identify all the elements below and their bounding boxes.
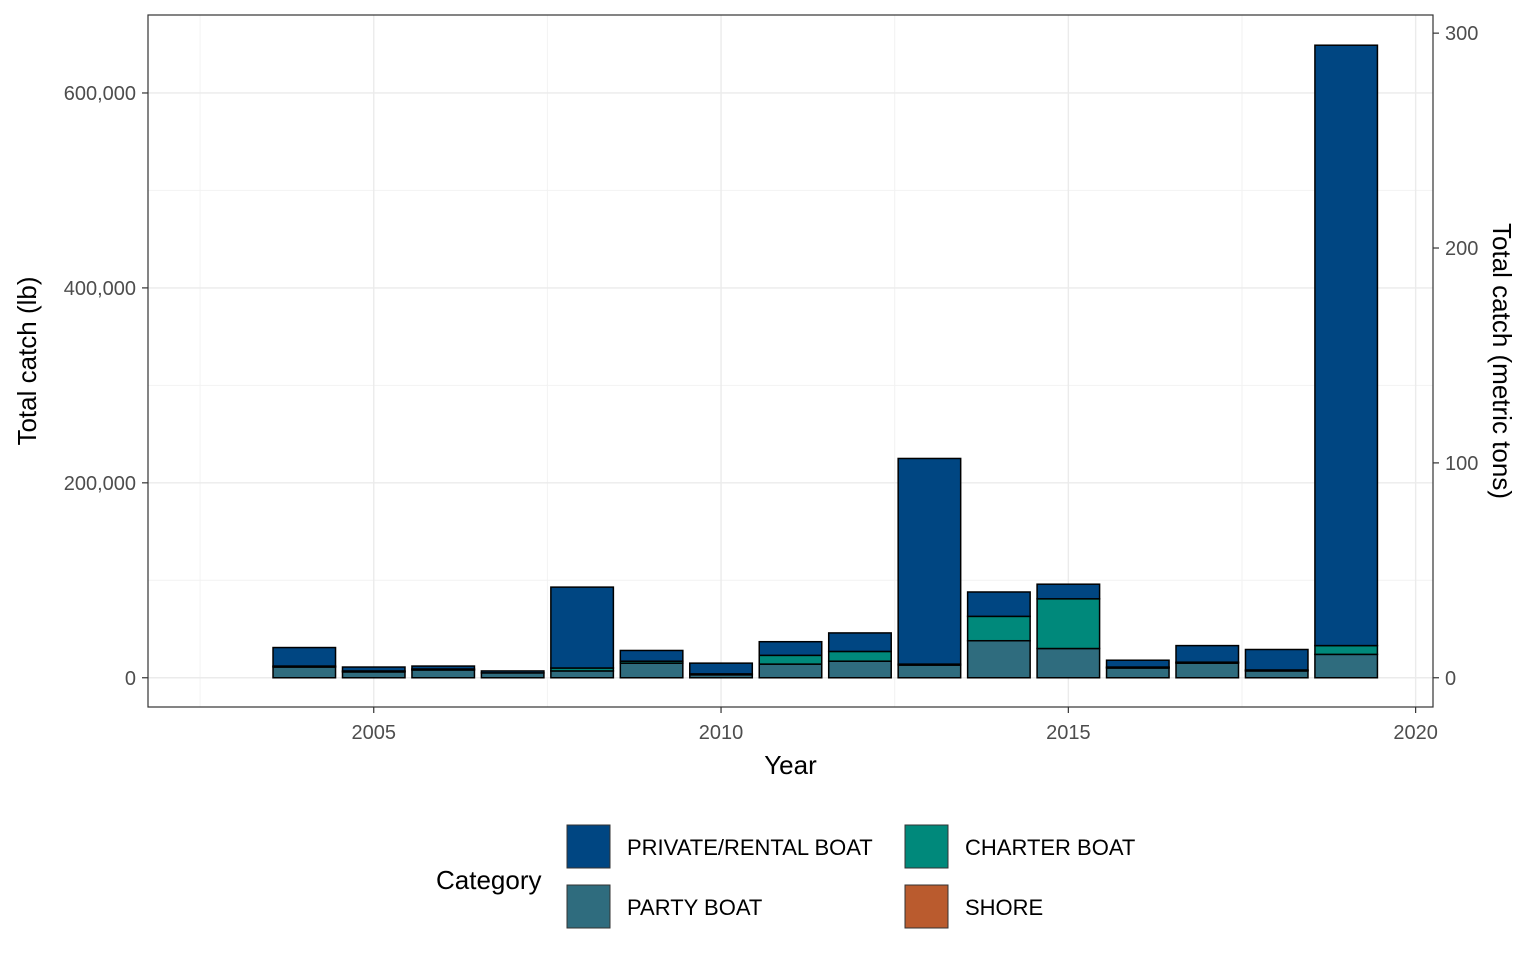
bar-segment xyxy=(272,666,337,679)
bar-segment xyxy=(272,646,337,667)
bar-segment xyxy=(1036,583,1101,600)
legend-label: CHARTER BOAT xyxy=(965,835,1135,860)
bar-segment xyxy=(827,650,892,662)
bar-segment xyxy=(758,663,823,679)
bar-segment xyxy=(341,671,406,679)
legend-swatch xyxy=(904,824,949,869)
bar-segment xyxy=(966,591,1031,618)
bar-segment xyxy=(1314,653,1379,679)
bar-segment xyxy=(550,586,615,669)
y2-axis-label: Total catch (metric tons) xyxy=(1487,223,1517,499)
legend-label: SHORE xyxy=(965,895,1043,920)
x-tick-label: 2005 xyxy=(351,722,396,744)
bar-segment xyxy=(966,639,1031,679)
y-axis-label: Total catch (lb) xyxy=(12,276,42,445)
bars xyxy=(272,44,1379,679)
bar-segment xyxy=(897,664,962,679)
bar-segment xyxy=(1175,644,1240,663)
legend-label: PARTY BOAT xyxy=(627,895,762,920)
y-tick-label: 400,000 xyxy=(64,278,136,300)
bar-segment xyxy=(411,669,476,679)
bar-segment xyxy=(897,457,962,665)
x-axis-label: Year xyxy=(764,750,817,780)
bar-segment xyxy=(966,615,1031,642)
bar-segment xyxy=(827,660,892,679)
bar-segment xyxy=(1175,662,1240,679)
x-tick-label: 2010 xyxy=(699,722,744,744)
y2-tick-label: 100 xyxy=(1445,453,1478,475)
legend-swatch xyxy=(904,884,949,929)
bar-segment xyxy=(1314,644,1379,656)
bar-segment xyxy=(689,662,754,675)
bar-segment xyxy=(758,640,823,657)
y2-tick-label: 200 xyxy=(1445,238,1478,260)
bar-segment xyxy=(411,665,476,670)
bar-segment xyxy=(480,670,545,674)
bar-segment xyxy=(341,666,406,672)
bar-segment xyxy=(1105,667,1170,679)
x-tick-label: 2020 xyxy=(1393,722,1438,744)
bar-segment xyxy=(1314,44,1379,647)
legend: Category PRIVATE/RENTAL BOAT CHARTER BOAT… xyxy=(436,824,1135,929)
legend-swatch xyxy=(566,824,611,869)
y-tick-label: 600,000 xyxy=(64,83,136,105)
bar-segment xyxy=(550,670,615,679)
bar-segment xyxy=(758,654,823,665)
bar-segment xyxy=(1244,670,1309,679)
bar-segment xyxy=(827,632,892,653)
bar-segment xyxy=(619,649,684,662)
axes: 2005 2010 2015 2020 0 200,000 400,000 600,000 0 1… xyxy=(64,23,1479,744)
y-tick-label: 0 xyxy=(125,668,136,690)
bar-segment xyxy=(1036,647,1101,679)
bar-segment xyxy=(1244,648,1309,671)
legend-title: Category xyxy=(436,865,542,895)
y2-tick-label: 0 xyxy=(1445,668,1456,690)
y2-tick-label: 300 xyxy=(1445,23,1478,45)
bar-segment xyxy=(1105,659,1170,668)
bar-segment xyxy=(619,662,684,679)
y-tick-label: 200,000 xyxy=(64,473,136,495)
legend-label: PRIVATE/RENTAL BOAT xyxy=(627,835,873,860)
plot-panel xyxy=(147,14,1434,708)
bar-segment xyxy=(1036,598,1101,650)
legend-swatch xyxy=(566,884,611,929)
x-tick-label: 2015 xyxy=(1046,722,1091,744)
